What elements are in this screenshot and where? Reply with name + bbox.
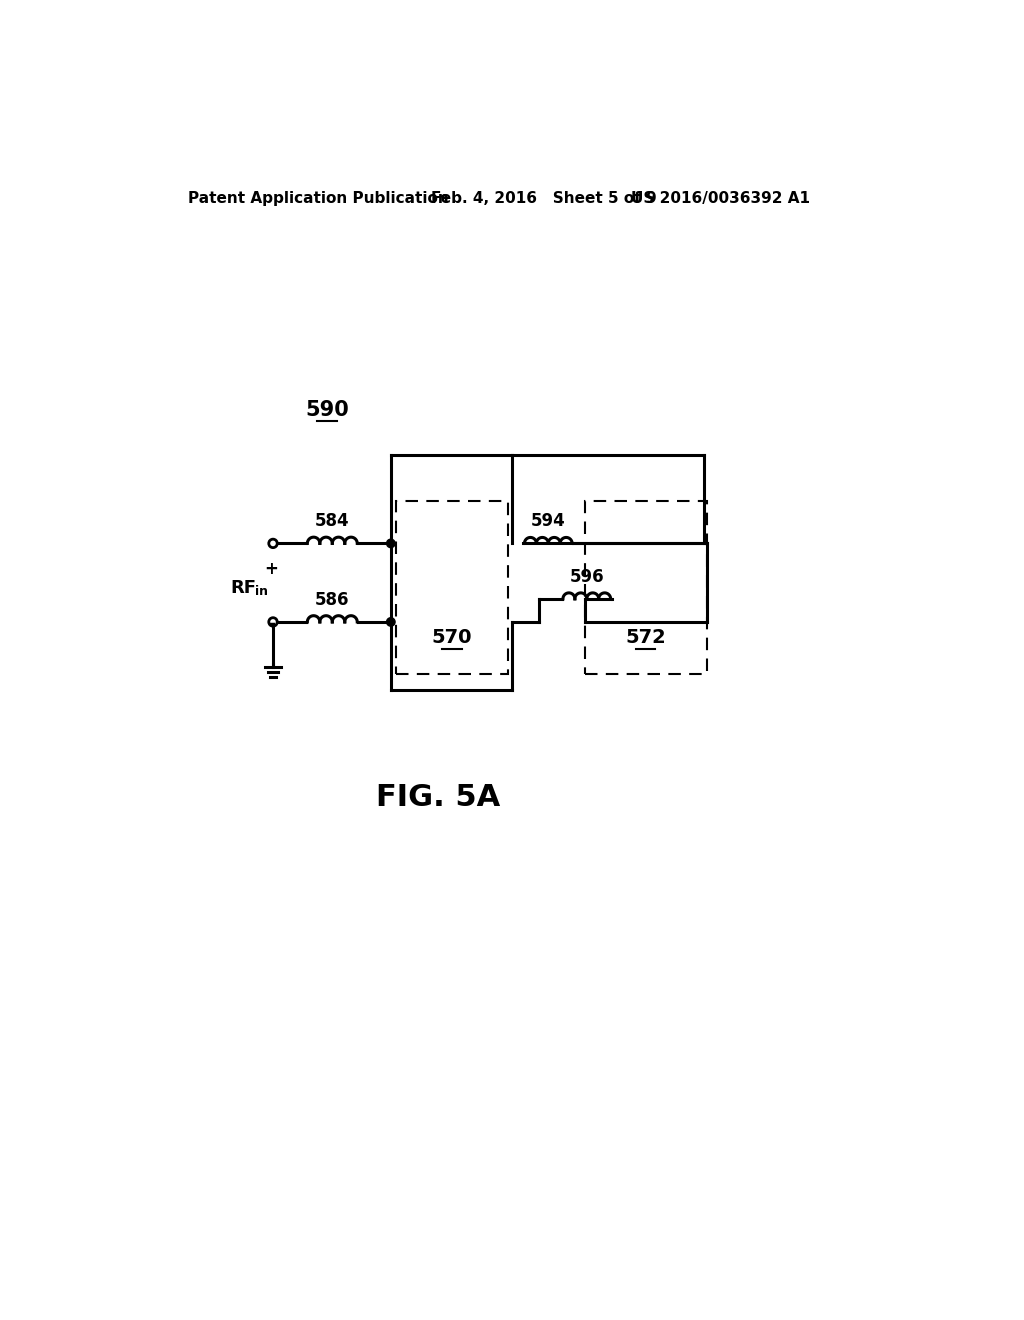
Text: -: - <box>268 615 274 634</box>
Circle shape <box>387 539 395 548</box>
Text: 590: 590 <box>305 400 349 420</box>
Text: 584: 584 <box>315 512 349 531</box>
Text: +: + <box>264 561 279 578</box>
Text: 570: 570 <box>432 628 472 647</box>
Text: 572: 572 <box>626 628 666 647</box>
Text: FIG. 5A: FIG. 5A <box>377 783 501 812</box>
Text: 586: 586 <box>315 591 349 609</box>
Bar <box>396 502 508 675</box>
Text: US 2016/0036392 A1: US 2016/0036392 A1 <box>631 191 810 206</box>
Bar <box>585 502 707 675</box>
Text: RF: RF <box>230 579 257 597</box>
Text: 596: 596 <box>569 568 604 586</box>
Text: in: in <box>255 585 268 598</box>
Circle shape <box>387 618 395 626</box>
Text: Feb. 4, 2016   Sheet 5 of 9: Feb. 4, 2016 Sheet 5 of 9 <box>431 191 656 206</box>
Text: 594: 594 <box>530 512 565 531</box>
Text: Patent Application Publication: Patent Application Publication <box>188 191 450 206</box>
